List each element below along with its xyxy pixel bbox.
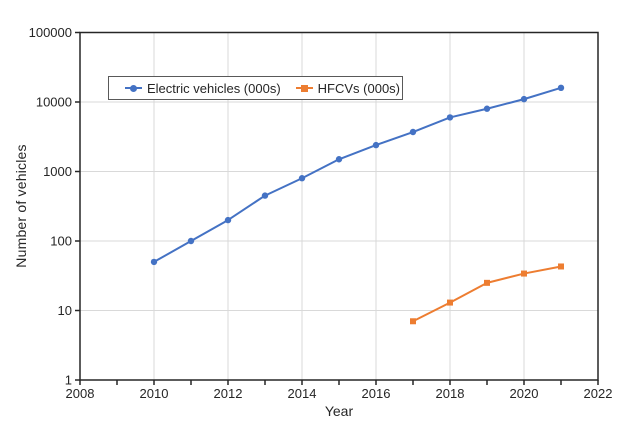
- data-point-circle: [483, 105, 491, 112]
- legend: Electric vehicles (000s) HFCVs (000s): [108, 76, 403, 100]
- y-tick-label: 1: [65, 373, 72, 388]
- x-tick-label: 2022: [584, 386, 613, 401]
- data-point-square: [558, 263, 564, 270]
- x-tick-label: 2010: [140, 386, 169, 401]
- x-tick-label: 2020: [510, 386, 539, 401]
- y-tick-label: 100000: [29, 25, 72, 40]
- y-tick-label: 10: [58, 303, 72, 318]
- x-tick-label: 2014: [288, 386, 317, 401]
- data-point-square: [447, 299, 453, 306]
- data-point-circle: [298, 175, 306, 182]
- data-point-circle: [409, 128, 417, 136]
- data-point-circle: [372, 141, 380, 149]
- x-tick-label: 2012: [214, 386, 243, 401]
- data-point-circle: [261, 192, 269, 199]
- data-point-circle: [150, 258, 158, 266]
- data-point-circle: [335, 156, 343, 163]
- data-point-square: [484, 279, 490, 286]
- series-line-hfcvs: [412, 265, 562, 323]
- y-tick-label: 100: [50, 234, 72, 249]
- data-point-square: [410, 318, 416, 325]
- y-axis-title: Number of vehicles: [13, 144, 29, 268]
- data-point-circle: [224, 216, 232, 224]
- line-square-marker-icon: [295, 84, 313, 93]
- data-point-circle: [520, 95, 528, 103]
- x-axis-title: Year: [324, 403, 354, 419]
- data-point-circle: [446, 114, 454, 121]
- line-circle-marker-icon: [125, 84, 142, 93]
- y-tick-label: 10000: [36, 95, 72, 110]
- legend-label-electric-vehicles: Electric vehicles (000s): [147, 80, 281, 96]
- x-tick-label: 2016: [362, 386, 391, 401]
- series-line-electric-vehicles: [153, 86, 562, 263]
- data-point-circle: [557, 84, 565, 92]
- x-tick-label: 2018: [436, 386, 465, 401]
- legend-item-electric-vehicles: Electric vehicles (000s): [125, 81, 281, 96]
- data-point-square: [521, 270, 527, 277]
- y-tick-label: 1000: [43, 164, 72, 179]
- legend-label-hfcvs: HFCVs (000s): [317, 80, 401, 96]
- legend-item-hfcvs: HFCVs (000s): [295, 80, 401, 96]
- x-tick-label: 2008: [66, 386, 95, 401]
- data-point-circle: [187, 237, 195, 245]
